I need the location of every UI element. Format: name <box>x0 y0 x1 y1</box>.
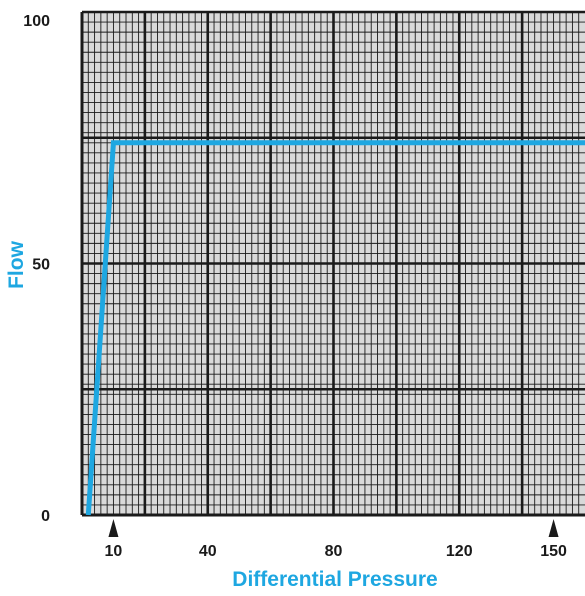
x-tick-marker <box>548 519 559 537</box>
x-tick-marker <box>108 519 119 537</box>
flow-series-line <box>85 140 585 516</box>
x-tick-label: 150 <box>540 543 567 560</box>
x-axis-title: Differential Pressure <box>232 568 437 591</box>
x-tick-label: 120 <box>446 543 473 560</box>
y-axis-title: Flow <box>5 240 28 288</box>
x-tick-label: 10 <box>105 543 123 560</box>
major-grid <box>82 10 585 515</box>
y-tick-label: 0 <box>41 508 50 525</box>
x-tick-label: 40 <box>199 543 217 560</box>
x-tick-markers <box>108 519 559 537</box>
x-tick-label: 80 <box>325 543 343 560</box>
x-tick-labels: 10 40 80 120 150 <box>105 543 567 560</box>
y-tick-labels: 0 50 100 <box>23 13 50 525</box>
y-tick-label: 50 <box>32 257 50 274</box>
y-tick-label: 100 <box>23 13 50 30</box>
